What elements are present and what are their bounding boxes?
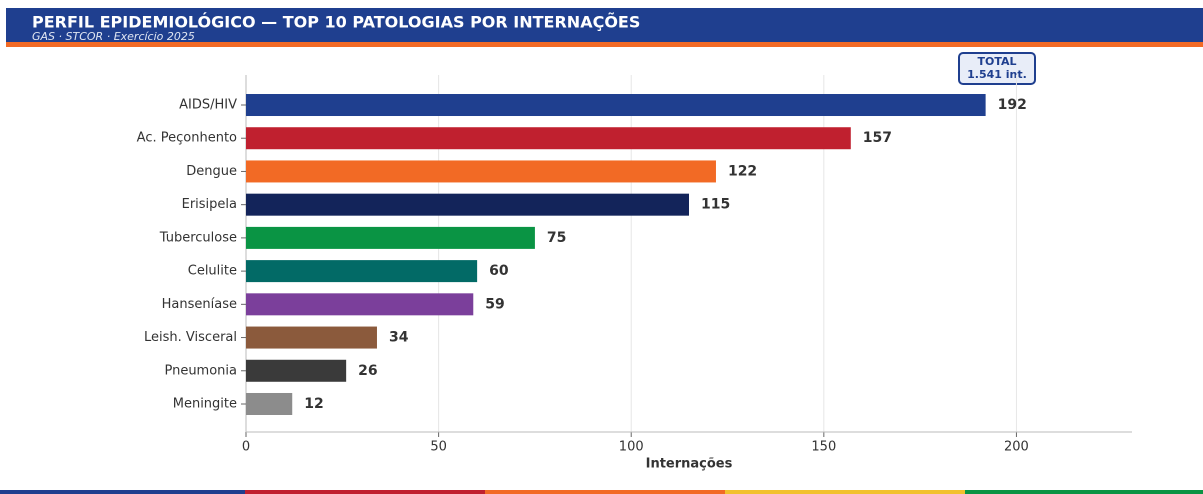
bar bbox=[246, 160, 716, 183]
value-label: 12 bbox=[304, 396, 323, 412]
bar bbox=[246, 226, 535, 249]
bar bbox=[246, 293, 474, 316]
value-label: 60 bbox=[489, 263, 509, 279]
chart-subtitle: GAS · STCOR · Exercício 2025 bbox=[32, 30, 195, 43]
footer-stripe bbox=[0, 490, 245, 494]
value-label: 115 bbox=[701, 197, 730, 213]
y-tick-label: Ac. Peçonhento bbox=[137, 131, 237, 146]
y-tick-label: Tuberculose bbox=[159, 230, 237, 245]
value-label: 59 bbox=[485, 296, 504, 312]
annotation: 1.541 int. bbox=[967, 68, 1027, 81]
y-tick-label: Erisipela bbox=[182, 197, 237, 212]
y-tick-label: Hanseníase bbox=[162, 297, 237, 312]
y-tick-label: AIDS/HIV bbox=[179, 98, 237, 113]
value-label: 34 bbox=[389, 330, 409, 346]
bar bbox=[246, 127, 851, 150]
header-stripe bbox=[6, 42, 1203, 47]
bar bbox=[246, 193, 689, 216]
y-tick-label: Celulite bbox=[188, 264, 237, 279]
value-label: 157 bbox=[863, 130, 892, 146]
x-tick-label: 50 bbox=[430, 440, 447, 455]
value-label: 122 bbox=[728, 163, 757, 179]
value-label: 192 bbox=[998, 97, 1027, 113]
chart-title: PERFIL EPIDEMIOLÓGICO — TOP 10 PATOLOGIA… bbox=[32, 13, 640, 32]
bar bbox=[246, 392, 293, 415]
x-tick-label: 100 bbox=[619, 440, 644, 455]
value-label: 26 bbox=[358, 363, 377, 379]
x-axis-label: Internações bbox=[646, 457, 733, 472]
footer-stripe bbox=[485, 490, 725, 494]
bar bbox=[246, 94, 986, 117]
footer-stripe bbox=[725, 490, 965, 494]
value-label: 75 bbox=[547, 230, 566, 246]
y-tick-label: Meningite bbox=[173, 396, 237, 411]
annotation: TOTAL bbox=[977, 55, 1016, 68]
bar bbox=[246, 326, 377, 349]
x-tick-label: 0 bbox=[242, 440, 250, 455]
footer-stripe bbox=[245, 490, 485, 494]
bar bbox=[246, 359, 347, 382]
y-tick-label: Dengue bbox=[186, 164, 237, 179]
y-tick-label: Pneumonia bbox=[164, 363, 237, 378]
header-band bbox=[6, 8, 1203, 42]
x-tick-label: 150 bbox=[811, 440, 836, 455]
bar bbox=[246, 260, 478, 283]
y-tick-label: Leish. Visceral bbox=[144, 330, 237, 345]
x-tick-label: 200 bbox=[1004, 440, 1029, 455]
footer-stripe bbox=[965, 490, 1203, 494]
